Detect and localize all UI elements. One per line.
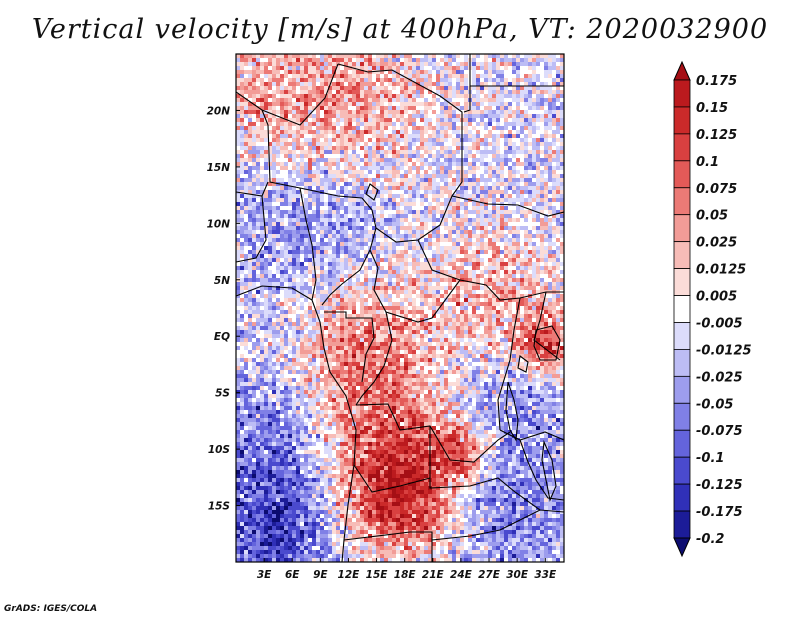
border-line [369, 249, 564, 323]
colorbar-band [673, 483, 691, 512]
colorbar-band [673, 429, 691, 458]
colorbar-label: -0.05 [696, 397, 733, 412]
colorbar-band [673, 402, 691, 431]
lon-tick-label: 27E [478, 569, 501, 581]
border-line [321, 197, 377, 306]
colorbar-band [673, 133, 691, 162]
border-line [463, 54, 471, 113]
border-line [353, 464, 431, 493]
border-line [499, 429, 564, 441]
colorbar-label: -0.2 [696, 532, 724, 547]
lat-tick-label: 15S [208, 501, 230, 513]
colorbar-band [673, 106, 691, 135]
border-line [429, 426, 541, 511]
colorbar-band [673, 79, 691, 108]
border-line [236, 195, 267, 263]
lon-tick-label: 12E [338, 569, 361, 581]
colorbar-label: -0.005 [696, 316, 743, 331]
border-line [375, 195, 564, 243]
colorbar-label: 0.175 [696, 74, 737, 89]
colorbar-label: 0.125 [696, 128, 737, 143]
colorbar-label: 0.005 [696, 290, 737, 305]
colorbar-label: 0.075 [696, 182, 737, 197]
lon-tick-label: 30E [506, 569, 529, 581]
border-line [236, 63, 339, 126]
colorbar-band [673, 214, 691, 243]
colorbar-band [673, 160, 691, 189]
lat-tick-label: 10S [208, 444, 230, 456]
border-line [324, 311, 375, 383]
lake-outline [533, 325, 561, 361]
border-line [431, 509, 564, 541]
colorbar-label: -0.075 [696, 424, 743, 439]
border-line [355, 311, 393, 406]
colorbar-label: -0.025 [696, 370, 743, 385]
colorbar: 0.175 0.15 0.125 0.1 0.075 0.05 0.025 0.0125 0.0… [673, 60, 752, 558]
lon-tick-label: 33E [534, 569, 557, 581]
lake-outline [541, 439, 557, 502]
border-line [355, 403, 511, 463]
colorbar-label: 0.025 [696, 236, 737, 251]
colorbar-label: 0.05 [696, 209, 728, 224]
lon-tick-label: 21E [422, 569, 445, 581]
colorbar-band [673, 510, 691, 539]
lon-tick-label: 18E [394, 569, 417, 581]
lon-tick-label: 24E [450, 569, 473, 581]
colorbar-label: 0.15 [696, 101, 728, 116]
border-line [519, 439, 564, 501]
lat-tick-label: 5S [215, 388, 230, 400]
colorbar-band [673, 187, 691, 216]
colorbar-band [673, 295, 691, 323]
country-borders [236, 54, 564, 562]
colorbar-band [673, 322, 691, 350]
border-line [337, 63, 463, 197]
colorbar-label: -0.0125 [696, 343, 752, 358]
colorbar-band [673, 268, 691, 296]
lake-outline [505, 381, 519, 442]
colorbar-arrow-top [673, 60, 691, 81]
colorbar-band [673, 241, 691, 269]
coastline [236, 285, 357, 562]
lake-outline [365, 183, 379, 201]
border-line [417, 239, 461, 281]
lon-tick-label: 9E [313, 569, 328, 581]
lat-tick-label: 20N [207, 105, 231, 117]
colorbar-band [673, 375, 691, 404]
border-line [261, 109, 363, 199]
colorbar-band [673, 456, 691, 485]
lon-tick-label: 6E [285, 569, 300, 581]
border-line [299, 187, 317, 301]
credit-label: GrADS: IGES/COLA [4, 604, 98, 614]
border-line [497, 297, 521, 431]
lat-tick-label: EQ [214, 331, 230, 343]
lon-tick-label: 3E [257, 569, 272, 581]
colorbar-arrow-bottom [673, 537, 691, 558]
colorbar-label: -0.125 [696, 478, 743, 493]
lon-tick-label: 15E [366, 569, 389, 581]
map-frame [235, 53, 565, 563]
colorbar-band [673, 349, 691, 377]
chart-title: Vertical velocity [m/s] at 400hPa, VT: 2… [31, 14, 769, 45]
lake-outline [517, 355, 529, 373]
border-line [343, 531, 433, 562]
colorbar-label: 0.1 [696, 155, 719, 170]
lat-tick-label: 15N [207, 162, 231, 174]
colorbar-label: 0.0125 [696, 263, 746, 278]
colorbar-label: -0.1 [696, 451, 724, 466]
colorbar-label: -0.175 [696, 505, 743, 520]
axis-ticks: 20N 15N 10N 5N EQ 5S 10S 15S 3E 6E 9E 12E 15E 18E 21E 2… [207, 105, 557, 581]
lat-tick-label: 5N [214, 275, 230, 287]
lat-tick-label: 10N [207, 218, 231, 230]
